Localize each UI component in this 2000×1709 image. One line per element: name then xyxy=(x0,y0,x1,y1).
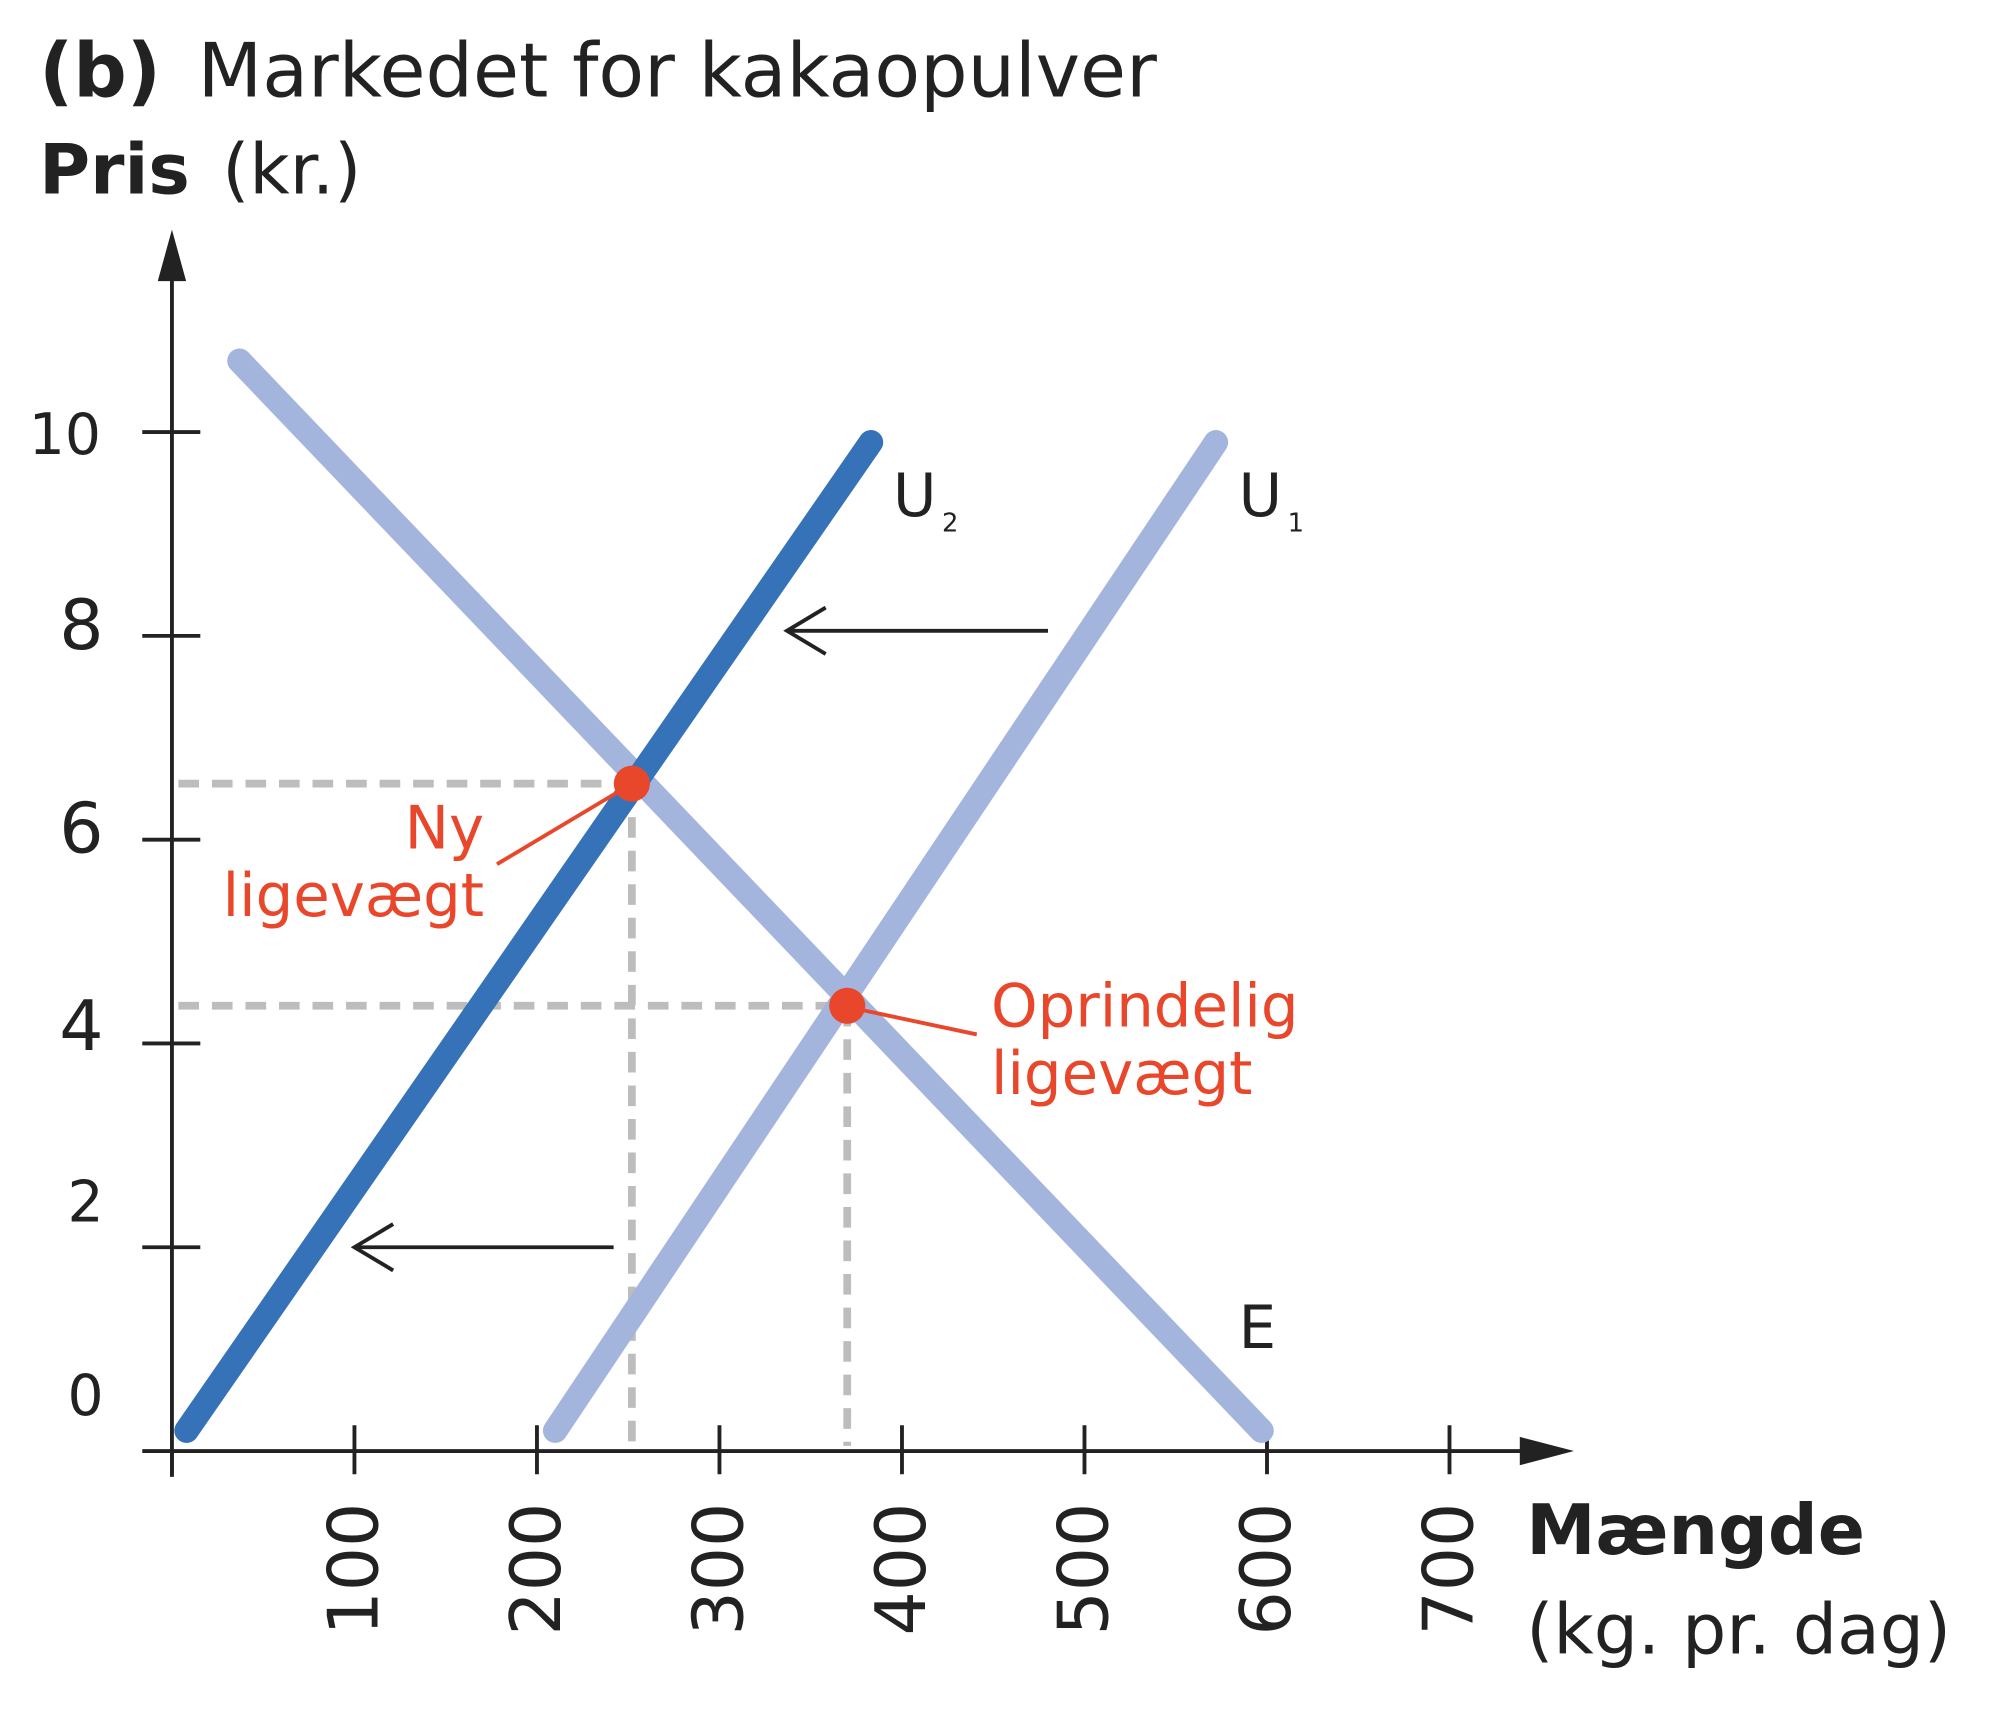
y-tick-label: 0 xyxy=(67,1363,103,1429)
curve-label-subscript: 2 xyxy=(942,508,958,538)
x-tick-label: 600 xyxy=(1226,1503,1307,1636)
equilibrium-label: Oprindelig xyxy=(991,972,1299,1041)
equilibrium-label: ligevægt xyxy=(991,1039,1252,1108)
shift-arrow-head xyxy=(783,605,827,656)
y-tick-label: 8 xyxy=(59,585,103,666)
curve-label-e: E xyxy=(1239,1293,1277,1362)
curve-label-u1: U xyxy=(1239,461,1282,530)
x-axis-arrowhead xyxy=(1519,1436,1574,1466)
title-prefix: (b) xyxy=(39,28,161,115)
curve-u2 xyxy=(174,430,884,1443)
x-axis-label-unit: (kg. pr. dag) xyxy=(1526,1590,1951,1671)
y-tick-label: 2 xyxy=(67,1169,103,1235)
equilibrium-point xyxy=(613,765,650,802)
y-tick-label: 10 xyxy=(29,402,101,468)
leader-line-ny xyxy=(495,789,620,866)
equilibrium-label: ligevægt xyxy=(223,861,484,930)
y-axis-label: Pris (kr.) xyxy=(39,129,361,210)
x-tick-label: 700 xyxy=(1409,1503,1490,1636)
shift-arrow-head xyxy=(350,1222,395,1273)
x-tick-label: 100 xyxy=(314,1503,395,1636)
y-tick-label: 4 xyxy=(59,986,103,1067)
x-tick-label: 300 xyxy=(679,1503,760,1636)
chart-title: (b) Markedet for kakaopulver xyxy=(39,28,1157,115)
equilibrium-label: Ny xyxy=(405,794,485,863)
leader-line-oprindelig xyxy=(859,1007,978,1037)
curve-u1 xyxy=(542,430,1229,1443)
x-tick-label: 200 xyxy=(496,1503,577,1636)
x-tick-label: 400 xyxy=(861,1503,942,1636)
x-axis-label-bold: Mængde xyxy=(1526,1490,1865,1571)
title-text: Markedet for kakaopulver xyxy=(198,28,1157,115)
curve-e xyxy=(227,348,1274,1443)
x-tick-label: 500 xyxy=(1044,1503,1125,1636)
equilibrium-point xyxy=(829,987,866,1024)
y-axis-arrowhead xyxy=(157,229,187,282)
curve-label-u2: U xyxy=(893,461,936,530)
y-tick-label: 6 xyxy=(59,789,103,870)
curve-label-subscript: 1 xyxy=(1288,508,1304,538)
